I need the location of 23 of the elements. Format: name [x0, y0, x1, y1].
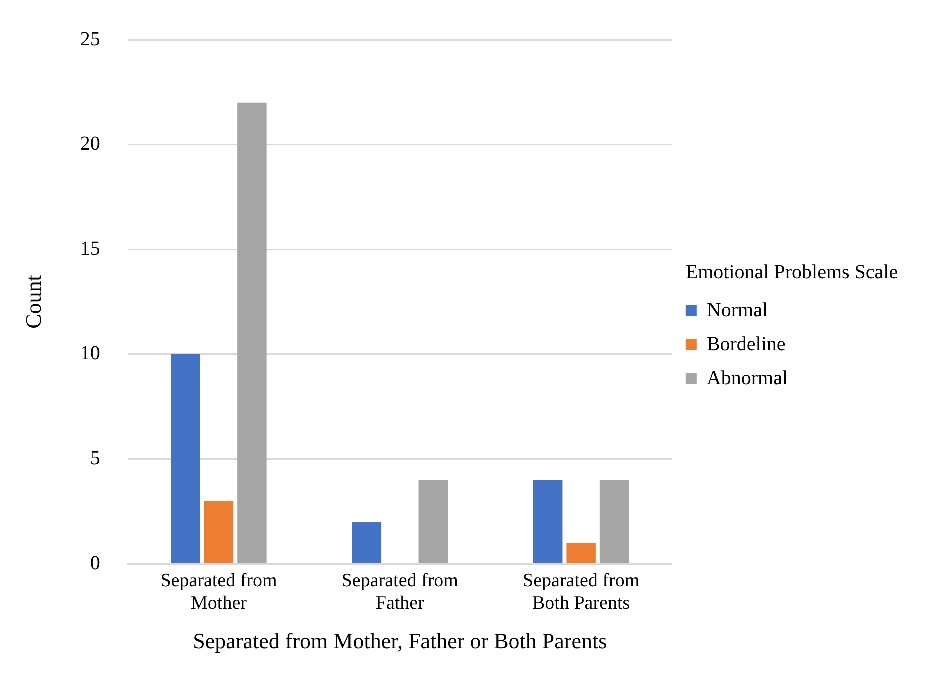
bar	[600, 480, 630, 564]
bar	[238, 102, 267, 564]
y-tick-label: 15	[80, 238, 100, 260]
legend-label: Abnormal	[706, 367, 788, 390]
y-tick-label: 20	[80, 133, 100, 156]
bar	[204, 501, 234, 564]
bar	[566, 543, 596, 564]
x-tick-label: Separated from Mother	[160, 570, 278, 614]
x-tick-label: Separated from Father	[342, 570, 459, 614]
y-tick-label: 5	[90, 447, 100, 470]
bar	[533, 480, 563, 564]
legend-title: Emotional Problems Scale	[686, 261, 898, 284]
x-axis-title: Separated from Mother, Father or Both Parents	[193, 628, 608, 654]
x-tick-label: Separated from Both Parents	[523, 570, 640, 614]
bar	[352, 522, 382, 564]
y-tick-label: 0	[90, 552, 100, 574]
y-axis-title: Count	[20, 275, 46, 329]
legend-label: Bordeline	[706, 333, 786, 356]
y-tick-label: 10	[80, 342, 100, 365]
y-tick-label: 25	[80, 28, 100, 50]
legend-label: Normal	[706, 299, 768, 322]
bar	[171, 354, 200, 564]
bar	[418, 480, 448, 564]
